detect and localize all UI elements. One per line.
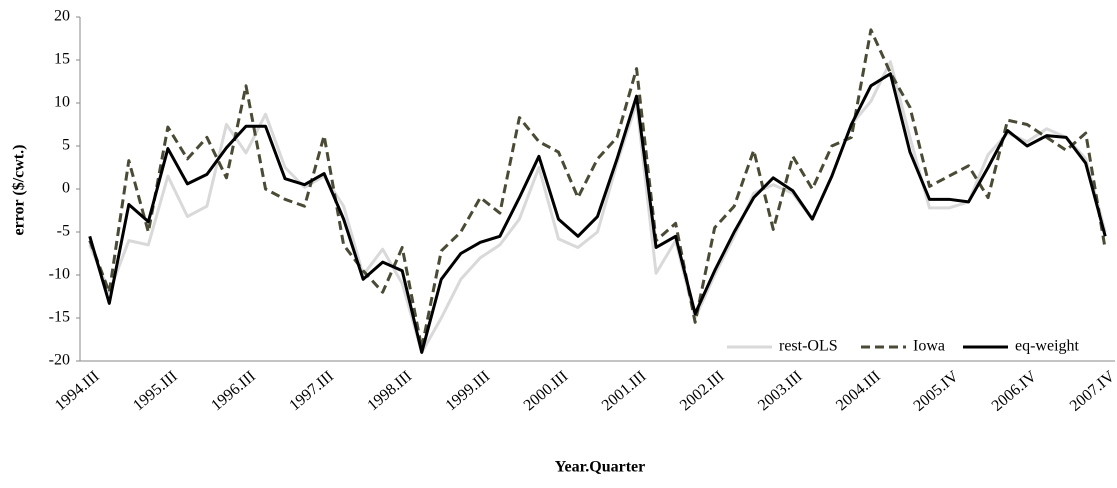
x-tick-label: 2005.IV — [910, 368, 962, 415]
x-tick-label: 1997.III — [286, 368, 337, 414]
x-tick-label: 1996.III — [208, 368, 259, 414]
y-axis-title: error ($/cwt.) — [11, 145, 28, 236]
y-tick-label: 10 — [54, 94, 70, 111]
x-axis-title: Year.Quarter — [555, 459, 646, 476]
x-tick-label: 2007.IV — [1067, 368, 1117, 415]
x-tick-label: 1999.III — [443, 368, 494, 414]
y-tick-label: -15 — [49, 309, 70, 326]
legend-label: rest-OLS — [779, 338, 838, 355]
x-tick-label: 2001.III — [599, 368, 650, 414]
x-tick-label: 2000.III — [521, 368, 572, 414]
x-tick-label: 1995.III — [130, 368, 181, 414]
y-tick-label: 5 — [62, 137, 70, 154]
legend-label: eq-weight — [1015, 338, 1080, 355]
y-tick-label: -5 — [57, 223, 70, 240]
x-tick-label: 2004.III — [833, 368, 884, 414]
y-tick-label: 15 — [54, 51, 70, 68]
x-tick-label: 2003.III — [755, 368, 806, 414]
y-tick-label: -20 — [49, 352, 70, 369]
series-line — [88, 28, 1107, 350]
legend-label: Iowa — [913, 338, 945, 355]
y-tick-label: -10 — [49, 266, 70, 283]
series-line — [88, 72, 1107, 354]
y-tick-label: 0 — [62, 180, 70, 197]
x-tick-label: 1998.III — [364, 368, 415, 414]
x-tick-label: 2006.IV — [989, 368, 1041, 415]
x-tick-label: 2002.III — [677, 368, 728, 414]
x-tick-label: 1994.III — [52, 368, 103, 414]
y-tick-label: 20 — [54, 8, 70, 25]
